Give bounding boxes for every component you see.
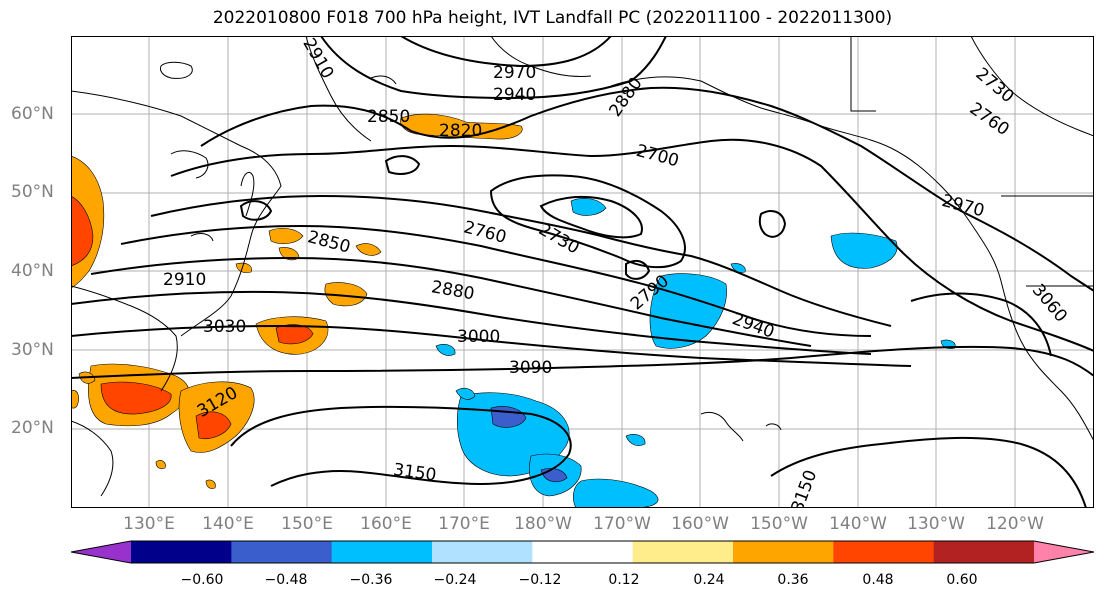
colorbar-tick: −0.36 <box>349 572 393 588</box>
map-frame <box>71 36 1094 508</box>
colorbar-segment <box>432 541 533 563</box>
lon-label-170w: 170°W <box>593 514 651 534</box>
lon-label-140e: 140°E <box>202 514 254 534</box>
colorbar-segment <box>632 541 734 563</box>
colorbar-outline <box>71 540 1094 564</box>
contour-label: 3030 <box>203 317 246 337</box>
lat-label-50n: 50°N <box>11 182 54 202</box>
lat-label-60n: 60°N <box>11 104 54 124</box>
lon-label-180w: 180°W <box>514 514 572 534</box>
lon-label-120w: 120°W <box>986 514 1044 534</box>
lat-label-20n: 20°N <box>11 418 54 438</box>
colorbar-segments <box>71 540 1094 564</box>
lon-label-140w: 140°W <box>829 514 887 534</box>
map-title: 2022010800 F018 700 hPa height, IVT Land… <box>212 8 893 28</box>
colorbar-tick: −0.60 <box>180 572 224 588</box>
height-contours <box>71 36 1094 508</box>
contour-label: 2970 <box>493 63 536 83</box>
contour-label: 3090 <box>509 358 552 378</box>
lat-label-30n: 30°N <box>11 340 54 360</box>
colorbar-tick: 0.60 <box>946 572 978 588</box>
colorbar-segment <box>1034 541 1094 563</box>
colorbar <box>71 540 1094 564</box>
colorbar-segment <box>71 541 131 563</box>
lon-label-170e: 170°E <box>438 514 490 534</box>
lon-label-160w: 160°W <box>671 514 729 534</box>
colorbar-segment <box>532 541 634 563</box>
colorbar-tick: 0.12 <box>608 572 640 588</box>
lon-label-150e: 150°E <box>281 514 333 534</box>
contour-label: 3000 <box>457 327 500 347</box>
colorbar-segment <box>933 541 1035 563</box>
colorbar-segment <box>231 541 333 563</box>
coastlines <box>71 36 1094 497</box>
lon-label-130w: 130°W <box>907 514 965 534</box>
lon-label-130e: 130°E <box>123 514 175 534</box>
colorbar-segment <box>833 541 935 563</box>
colorbar-tick: 0.48 <box>862 572 894 588</box>
contour-label: 2940 <box>493 85 536 105</box>
contour-label: 2820 <box>439 121 482 141</box>
colorbar-segment <box>131 541 232 563</box>
lon-label-150w: 150°W <box>750 514 808 534</box>
colorbar-tick: −0.12 <box>518 572 562 588</box>
lon-label-160e: 160°E <box>360 514 412 534</box>
colorbar-segment <box>331 541 433 563</box>
colorbar-tick: −0.48 <box>264 572 308 588</box>
lat-label-40n: 40°N <box>11 261 54 281</box>
colorbar-segment <box>733 541 834 563</box>
colorbar-tick: 0.36 <box>777 572 809 588</box>
colorbar-tick: 0.24 <box>693 572 725 588</box>
ivt-positive-regions <box>71 113 523 489</box>
colorbar-tick: −0.24 <box>433 572 477 588</box>
map-panel: 2910 2970 2940 2850 2820 2880 2730 2760 … <box>71 36 1094 508</box>
contour-label: 2850 <box>367 107 410 127</box>
contour-label: 2910 <box>163 270 206 290</box>
